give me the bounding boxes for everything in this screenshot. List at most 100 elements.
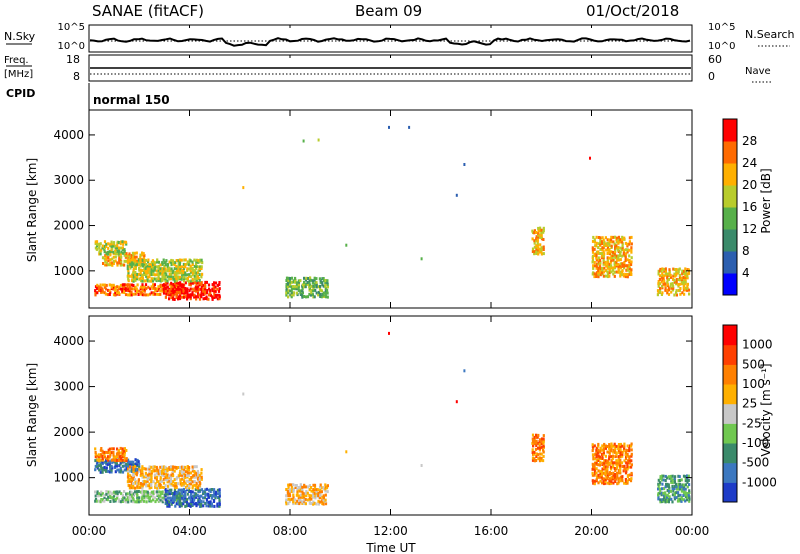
data-cell xyxy=(595,446,599,450)
data-cell xyxy=(141,273,144,277)
data-cell xyxy=(159,482,162,486)
data-cell xyxy=(294,280,297,284)
data-cell xyxy=(128,467,131,471)
data-cell xyxy=(146,490,149,494)
data-cell xyxy=(624,453,627,457)
data-cell xyxy=(136,467,139,471)
data-cell xyxy=(196,494,199,498)
data-cell xyxy=(628,461,631,465)
data-cell xyxy=(166,275,170,279)
data-cell xyxy=(202,490,205,494)
data-cell xyxy=(182,482,185,486)
data-cell xyxy=(94,499,97,503)
data-cell xyxy=(96,244,99,248)
data-cell xyxy=(614,461,617,465)
data-cell xyxy=(687,478,690,482)
data-cell xyxy=(143,285,146,289)
data-cell xyxy=(198,260,201,264)
data-cell xyxy=(185,500,188,504)
data-cell xyxy=(540,250,543,254)
data-cell xyxy=(150,263,153,266)
data-cell xyxy=(120,259,123,263)
data-cell xyxy=(625,479,628,483)
data-cell xyxy=(105,466,108,470)
data-cell xyxy=(197,490,200,494)
data-cell xyxy=(141,490,144,493)
data-cell xyxy=(324,493,327,497)
data-cell xyxy=(180,277,183,281)
data-cell xyxy=(199,489,202,493)
data-cell xyxy=(668,476,671,480)
data-cell xyxy=(141,470,144,473)
data-cell xyxy=(626,258,629,262)
data-cell xyxy=(675,278,678,281)
data-cell xyxy=(129,477,132,481)
data-cell xyxy=(617,265,620,269)
data-cell xyxy=(540,445,543,449)
data-cell xyxy=(174,270,177,274)
data-cell xyxy=(97,457,100,461)
data-cell xyxy=(141,496,144,500)
data-cell xyxy=(123,459,126,463)
data-cell xyxy=(532,440,535,444)
data-cell xyxy=(147,293,150,297)
data-cell xyxy=(189,482,193,486)
data-cell xyxy=(163,267,166,271)
data-cell xyxy=(138,496,141,500)
data-cell xyxy=(112,451,115,454)
data-cell xyxy=(166,492,169,496)
data-cell xyxy=(112,283,115,287)
data-cell xyxy=(152,269,155,273)
data-cell xyxy=(663,495,666,499)
data-cell xyxy=(191,467,195,471)
data-cell xyxy=(617,443,621,446)
data-cell xyxy=(112,453,115,457)
data-cell xyxy=(682,487,685,491)
freq-tick-bottom: 8 xyxy=(73,70,80,83)
data-cell xyxy=(621,244,624,248)
data-cell xyxy=(287,276,290,280)
data-cell xyxy=(295,484,298,487)
data-cell xyxy=(164,287,167,290)
data-cell xyxy=(304,485,308,489)
data-cell xyxy=(107,259,110,263)
data-cell xyxy=(621,238,624,242)
data-cell xyxy=(150,494,153,498)
x-tick-label: 12:00 xyxy=(373,524,408,538)
data-cell xyxy=(540,246,543,250)
data-cell xyxy=(626,444,629,448)
data-cell xyxy=(290,276,294,280)
data-cell xyxy=(296,499,299,503)
data-cell xyxy=(123,464,126,468)
data-cell xyxy=(191,287,194,291)
data-cell xyxy=(188,496,191,500)
data-cell xyxy=(610,461,613,465)
data-cell xyxy=(152,273,155,276)
data-cell xyxy=(301,487,304,491)
data-cell xyxy=(673,478,676,482)
data-cell xyxy=(592,457,595,461)
data-cell xyxy=(131,255,135,259)
data-cell xyxy=(159,496,162,500)
data-cell xyxy=(613,442,616,446)
data-cell xyxy=(103,257,106,261)
data-cell xyxy=(148,495,151,499)
data-cell xyxy=(97,285,100,289)
data-cell xyxy=(602,477,605,481)
data-point xyxy=(408,125,411,129)
data-cell xyxy=(211,295,214,299)
data-cell xyxy=(194,295,197,299)
data-cell xyxy=(603,459,606,463)
data-cell xyxy=(624,478,627,481)
data-cell xyxy=(315,285,318,289)
data-cell xyxy=(684,282,687,286)
data-cell xyxy=(542,230,545,234)
data-cell xyxy=(670,290,673,294)
data-cell xyxy=(619,469,622,473)
data-cell xyxy=(150,480,153,483)
data-cell xyxy=(189,281,192,285)
data-cell xyxy=(168,289,171,292)
data-cell xyxy=(181,471,184,475)
data-cell xyxy=(675,496,678,500)
data-cell xyxy=(608,262,611,266)
